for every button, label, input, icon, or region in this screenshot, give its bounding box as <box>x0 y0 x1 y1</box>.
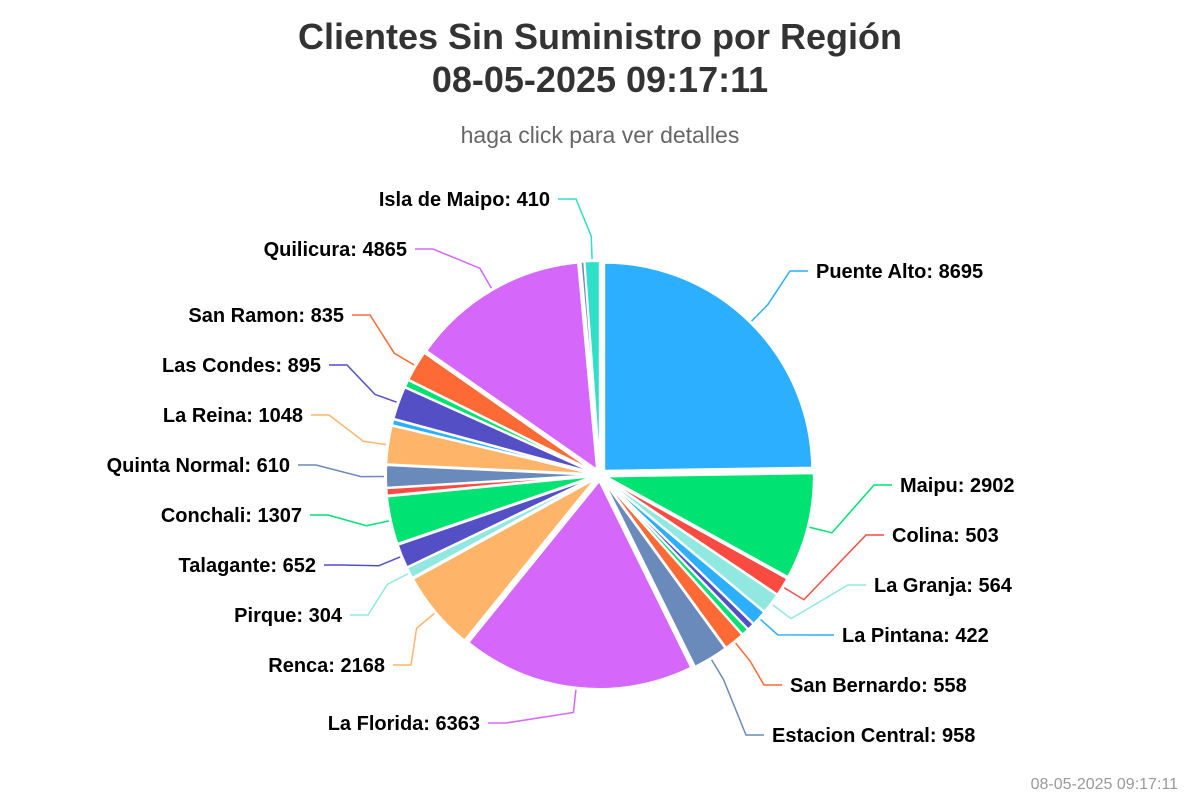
connector-colina <box>783 534 884 601</box>
connector-puente-alto <box>751 270 808 322</box>
pie-slice-quilicura[interactable] <box>425 261 599 472</box>
connector-la-reina <box>311 414 387 446</box>
data-label-pirque[interactable]: Pirque: 304 <box>234 605 343 627</box>
connector-la-granja <box>772 584 866 620</box>
connector-quilicura <box>415 248 493 289</box>
data-label-la-florida[interactable]: La Florida: 6363 <box>328 713 480 735</box>
pie-slice-estacion-central[interactable] <box>602 479 727 669</box>
data-label-las-condes[interactable]: Las Condes: 895 <box>162 355 321 377</box>
pie-slices <box>385 260 815 690</box>
pie-slice-talagante[interactable] <box>396 476 595 569</box>
data-label-maipu[interactable]: Maipu: 2902 <box>900 475 1014 497</box>
data-label-san-ramon[interactable]: San Ramon: 835 <box>188 305 344 327</box>
connector-san-ramon <box>352 314 415 366</box>
connector-pirque <box>350 573 409 616</box>
connector-maipu <box>809 484 892 534</box>
connector-renca <box>393 612 435 666</box>
data-label-puente-alto[interactable]: Puente Alto: 8695 <box>816 261 983 283</box>
connector-las-condes <box>329 364 397 403</box>
data-label-estacion-central[interactable]: Estacion Central: 958 <box>772 725 975 747</box>
data-label-quilicura[interactable]: Quilicura: 4865 <box>264 239 407 261</box>
chart-title-timestamp: 08-05-2025 09:17:11 <box>431 59 769 100</box>
data-label-renca[interactable]: Renca: 2168 <box>268 655 385 677</box>
connector-conchali <box>310 514 390 527</box>
pie-slice-renca[interactable] <box>411 477 597 642</box>
connector-la-florida <box>488 689 577 724</box>
chart-subtitle: haga click para ver detalles <box>460 122 740 148</box>
connector-san-bernardo <box>735 642 782 686</box>
pie-slice-puente-alto[interactable] <box>603 261 814 472</box>
connector-estacion-central <box>711 659 764 736</box>
data-label-colina[interactable]: Colina: 503 <box>892 525 999 547</box>
footer-timestamp: 08-05-2025 09:17:11 <box>1030 776 1178 793</box>
chart-title: Clientes Sin Suministro por Región <box>297 16 903 57</box>
data-label-la-granja[interactable]: La Granja: 564 <box>874 575 1013 597</box>
pie-slice-san-ramon[interactable] <box>407 351 596 473</box>
data-label-quinta-normal[interactable]: Quinta Normal: 610 <box>107 455 290 477</box>
connector-isla-de-maipo <box>558 198 593 260</box>
data-label-conchali[interactable]: Conchali: 1307 <box>161 505 302 527</box>
connector-quinta-normal <box>298 464 385 478</box>
label-connectors <box>298 198 892 736</box>
pie-slice-la-florida[interactable] <box>466 479 693 690</box>
connector-talagante <box>324 556 401 567</box>
data-label-san-bernardo[interactable]: San Bernardo: 558 <box>790 675 967 697</box>
pie-slice-isla-de-maipo[interactable] <box>583 260 601 470</box>
data-label-talagante[interactable]: Talagante: 652 <box>179 555 316 577</box>
data-label-la-pintana[interactable]: La Pintana: 422 <box>842 625 989 647</box>
data-label-la-reina[interactable]: La Reina: 1048 <box>163 405 303 427</box>
pie-slice-maipu[interactable] <box>602 472 815 579</box>
connector-la-pintana <box>760 618 834 636</box>
data-labels: Puente Alto: 8695 Maipu: 2902 Colina: 503 L… <box>107 189 1015 747</box>
data-label-isla-de-maipo[interactable]: Isla de Maipo: 410 <box>379 189 550 211</box>
